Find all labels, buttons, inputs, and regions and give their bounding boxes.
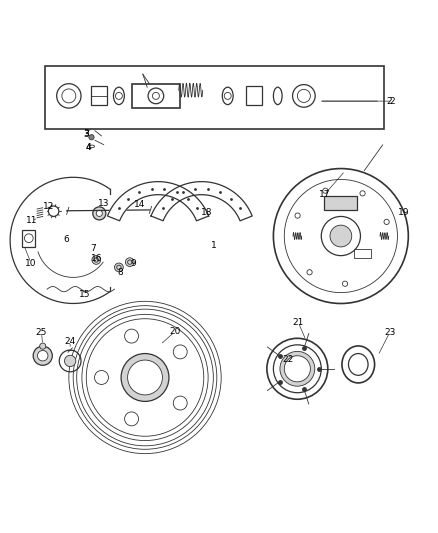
- Bar: [246, 86, 261, 106]
- Text: 16: 16: [91, 254, 102, 263]
- Circle shape: [280, 351, 315, 386]
- Circle shape: [330, 225, 352, 247]
- Bar: [132, 84, 180, 108]
- Circle shape: [115, 263, 123, 272]
- Bar: [324, 196, 357, 210]
- Text: 9: 9: [130, 259, 136, 268]
- Text: 23: 23: [384, 328, 395, 337]
- Text: 1: 1: [211, 241, 217, 250]
- Circle shape: [89, 135, 94, 140]
- Circle shape: [33, 346, 52, 365]
- Text: 24: 24: [64, 337, 76, 346]
- Text: 6: 6: [63, 235, 69, 244]
- Text: 13: 13: [98, 199, 110, 208]
- Text: 25: 25: [36, 328, 47, 337]
- Text: 20: 20: [169, 327, 180, 336]
- Circle shape: [93, 207, 106, 220]
- Text: 8: 8: [117, 268, 123, 277]
- Text: 22: 22: [282, 354, 293, 364]
- Circle shape: [127, 360, 162, 395]
- Text: 11: 11: [26, 216, 38, 225]
- Text: 10: 10: [25, 259, 37, 268]
- Text: 3: 3: [83, 130, 89, 138]
- Bar: [354, 249, 371, 258]
- Text: 4: 4: [85, 143, 91, 152]
- Text: 21: 21: [293, 318, 304, 327]
- Text: 4: 4: [85, 143, 91, 152]
- Text: 7: 7: [90, 244, 95, 253]
- Text: 14: 14: [134, 200, 145, 209]
- Bar: [45, 66, 385, 130]
- Text: 3: 3: [83, 130, 89, 139]
- Bar: [92, 86, 107, 106]
- Text: 19: 19: [398, 207, 410, 216]
- Circle shape: [125, 258, 134, 266]
- Text: 2: 2: [386, 96, 392, 106]
- Circle shape: [96, 211, 102, 216]
- Text: 2: 2: [389, 96, 395, 106]
- Text: 18: 18: [201, 207, 212, 216]
- Circle shape: [64, 356, 76, 367]
- Text: 17: 17: [318, 190, 330, 199]
- Circle shape: [38, 351, 48, 361]
- Circle shape: [121, 353, 169, 401]
- Circle shape: [40, 343, 46, 349]
- Circle shape: [92, 256, 101, 264]
- Polygon shape: [107, 182, 208, 221]
- Text: 15: 15: [79, 290, 91, 300]
- Circle shape: [284, 356, 311, 382]
- Polygon shape: [151, 182, 252, 221]
- Text: 12: 12: [43, 202, 54, 211]
- Bar: [22, 230, 35, 247]
